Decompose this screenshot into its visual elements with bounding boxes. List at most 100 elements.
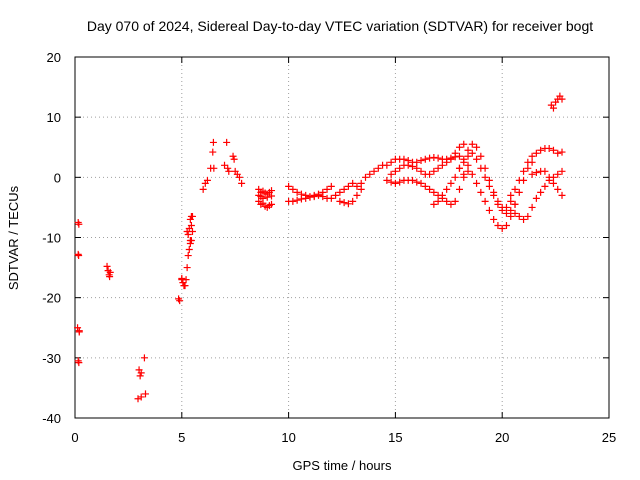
data-point: [310, 193, 318, 201]
data-point: [443, 185, 451, 193]
data-point: [447, 200, 455, 208]
data-point: [349, 179, 357, 187]
data-point: [209, 148, 217, 156]
data-point: [502, 203, 510, 211]
data-point: [175, 295, 183, 303]
data-point: [199, 185, 207, 193]
data-point: [464, 146, 472, 154]
y-tick-label: 20: [47, 50, 61, 65]
data-point: [434, 154, 442, 162]
data-point: [178, 274, 186, 282]
data-point: [545, 173, 553, 181]
data-point: [528, 152, 536, 160]
data-point: [176, 297, 184, 305]
data-point: [136, 372, 144, 380]
data-point: [74, 324, 82, 332]
data-point: [185, 246, 193, 254]
data-point: [74, 218, 82, 226]
data-point: [357, 185, 365, 193]
data-point: [447, 179, 455, 187]
data-point: [383, 161, 391, 169]
data-point: [186, 237, 194, 245]
data-point: [340, 185, 348, 193]
data-point: [223, 138, 231, 146]
data-point: [235, 173, 243, 181]
data-point: [75, 328, 83, 336]
data-point: [430, 188, 438, 196]
y-tick-label: 10: [47, 110, 61, 125]
data-point: [473, 155, 481, 163]
data-point: [507, 191, 515, 199]
data-point: [443, 158, 451, 166]
data-point: [464, 161, 472, 169]
data-point: [383, 176, 391, 184]
data-point: [468, 140, 476, 148]
data-point: [490, 191, 498, 199]
data-point: [528, 170, 536, 178]
data-point: [455, 164, 463, 172]
data-point: [263, 193, 271, 201]
data-point: [421, 155, 429, 163]
data-point: [455, 152, 463, 160]
data-point: [181, 282, 189, 290]
data-point: [106, 268, 114, 276]
data-point: [541, 182, 549, 190]
data-point: [511, 209, 519, 217]
data-point: [485, 182, 493, 190]
data-point: [209, 138, 217, 146]
data-point: [549, 179, 557, 187]
data-point: [507, 212, 515, 220]
data-point: [224, 164, 232, 172]
data-point: [344, 200, 352, 208]
data-point: [438, 191, 446, 199]
data-point: [549, 146, 557, 154]
data-point: [477, 188, 485, 196]
data-point: [481, 197, 489, 205]
data-point: [434, 197, 442, 205]
data-point: [426, 154, 434, 162]
data-point: [225, 167, 233, 175]
x-tick-label: 15: [388, 430, 402, 445]
data-point: [532, 194, 540, 202]
data-point: [417, 167, 425, 175]
data-point: [515, 188, 523, 196]
data-point: [306, 193, 314, 201]
data-point: [203, 176, 211, 184]
data-point: [438, 161, 446, 169]
data-point: [430, 153, 438, 161]
data-point: [524, 158, 532, 166]
data-point: [498, 206, 506, 214]
y-tick-label: -20: [42, 291, 61, 306]
data-point: [75, 220, 83, 228]
data-point: [187, 212, 195, 220]
data-point: [417, 179, 425, 187]
data-point: [353, 191, 361, 199]
data-point: [259, 194, 267, 202]
data-point: [468, 149, 476, 157]
data-point: [391, 167, 399, 175]
data-point: [413, 178, 421, 186]
data-point: [494, 200, 502, 208]
data-point: [391, 179, 399, 187]
data-point: [387, 158, 395, 166]
data-point: [293, 188, 301, 196]
data-point: [408, 176, 416, 184]
data-point: [498, 224, 506, 232]
data-point: [554, 170, 562, 178]
data-point: [558, 148, 566, 156]
data-point: [268, 192, 276, 200]
data-point: [464, 167, 472, 175]
data-point: [140, 354, 148, 362]
data-point: [421, 182, 429, 190]
data-point: [434, 164, 442, 172]
x-axis-label: GPS time / hours: [293, 458, 392, 473]
data-point: [455, 143, 463, 151]
data-point: [413, 164, 421, 172]
x-tick-label: 0: [71, 430, 78, 445]
x-tick-label: 20: [495, 430, 509, 445]
data-point: [285, 182, 293, 190]
data-point: [460, 158, 468, 166]
x-tick-label: 10: [281, 430, 295, 445]
data-point: [524, 212, 532, 220]
data-point: [344, 182, 352, 190]
